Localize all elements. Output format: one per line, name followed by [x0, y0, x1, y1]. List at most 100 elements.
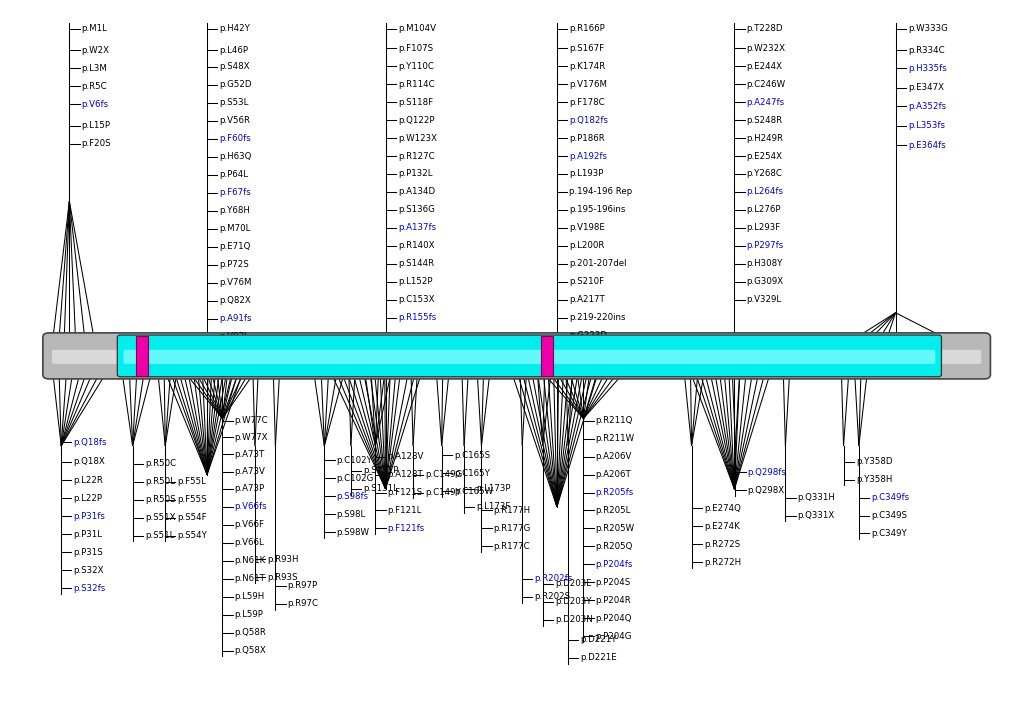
Text: p.L173F: p.L173F	[476, 503, 511, 511]
Text: p.A91fs: p.A91fs	[219, 314, 252, 323]
Text: p.H63Q: p.H63Q	[219, 152, 252, 161]
Text: p.S32X: p.S32X	[73, 566, 104, 574]
Text: p.L173P: p.L173P	[476, 485, 511, 493]
Text: p.Q331X: p.Q331X	[797, 511, 835, 520]
Text: p.V198E: p.V198E	[569, 224, 604, 232]
Text: p.F178C: p.F178C	[569, 98, 604, 106]
Text: p.R177H: p.R177H	[493, 506, 530, 515]
Text: p.R114C: p.R114C	[397, 80, 434, 88]
Text: p.S248R: p.S248R	[746, 116, 782, 124]
Text: p.R93H: p.R93H	[267, 555, 299, 564]
Text: p.R50S: p.R50S	[145, 495, 175, 504]
Text: p.A128V: p.A128V	[387, 452, 424, 461]
Text: p.P132L: p.P132L	[397, 170, 432, 178]
Text: p.K174R: p.K174R	[569, 62, 605, 70]
Text: p.C349S: p.C349S	[870, 511, 906, 520]
Text: p.F20S: p.F20S	[82, 139, 111, 148]
Text: p.L22P: p.L22P	[73, 494, 102, 503]
Text: p.A192fs: p.A192fs	[569, 152, 606, 160]
Text: p.L193P: p.L193P	[569, 170, 603, 178]
Text: p.L293F: p.L293F	[746, 224, 781, 232]
Text: p.Q298fs: p.Q298fs	[747, 468, 786, 477]
Text: p.F67fs: p.F67fs	[219, 188, 251, 197]
Text: p.201-207del: p.201-207del	[569, 260, 626, 268]
Text: p.R272H: p.R272H	[703, 558, 740, 567]
Text: p.M104V: p.M104V	[397, 24, 435, 33]
Text: p.R202S: p.R202S	[534, 592, 570, 601]
Text: p.H335fs: p.H335fs	[907, 64, 946, 73]
Text: p.R127C: p.R127C	[397, 152, 434, 160]
Text: p.L22R: p.L22R	[73, 476, 103, 485]
Text: p.S98L: p.S98L	[336, 510, 366, 518]
Text: p.Y268C: p.Y268C	[746, 170, 782, 178]
Text: p.R140X: p.R140X	[397, 242, 434, 250]
Text: p.P72S: p.P72S	[219, 260, 249, 269]
Text: p.P31L: p.P31L	[73, 530, 102, 539]
Text: p.C165S: p.C165S	[453, 451, 489, 459]
Text: p.219-220ins: p.219-220ins	[569, 313, 625, 322]
Bar	[540, 336, 552, 376]
Text: p.E274K: p.E274K	[703, 522, 739, 531]
Text: p.A247fs: p.A247fs	[746, 98, 784, 106]
Text: p.M70L: p.M70L	[219, 224, 251, 233]
Text: p.R97P: p.R97P	[287, 582, 318, 590]
Text: p.S136G: p.S136G	[397, 206, 434, 214]
Text: p.Q298X: p.Q298X	[747, 486, 784, 495]
Text: p.L353fs: p.L353fs	[907, 122, 944, 130]
Text: p.H308Y: p.H308Y	[746, 260, 783, 268]
Text: p.F60fs: p.F60fs	[219, 134, 251, 143]
Text: p.S51X: p.S51X	[145, 513, 175, 522]
Text: p.S98fs: p.S98fs	[336, 492, 368, 500]
Text: p.A128T: p.A128T	[387, 470, 423, 479]
Text: p.P64L: p.P64L	[219, 170, 248, 179]
Text: p.R155fs: p.R155fs	[397, 313, 436, 322]
Text: p.A134D: p.A134D	[397, 188, 434, 196]
Text: p.C165Y: p.C165Y	[453, 469, 489, 477]
Text: p.Q18fs: p.Q18fs	[73, 438, 107, 446]
Text: p.Q182fs: p.Q182fs	[569, 116, 607, 124]
Text: p.V56R: p.V56R	[219, 116, 250, 125]
Text: p.S131L: p.S131L	[363, 485, 397, 493]
Text: p.N61K: p.N61K	[234, 557, 266, 565]
Text: p.R93S: p.R93S	[267, 573, 298, 582]
Text: p.W123X: p.W123X	[397, 134, 436, 142]
Text: p.R211W: p.R211W	[595, 434, 634, 443]
Text: p.V66L: p.V66L	[234, 539, 264, 547]
Text: p.L152P: p.L152P	[397, 278, 432, 286]
Text: p.G223D: p.G223D	[569, 331, 606, 340]
Text: p.R334C: p.R334C	[907, 46, 944, 55]
Text: p.Y358H: p.Y358H	[855, 475, 892, 484]
Text: p.W333G: p.W333G	[907, 24, 947, 33]
Text: p.R177C: p.R177C	[493, 542, 530, 551]
Text: p.G52D: p.G52D	[219, 81, 252, 89]
Text: p.S210F: p.S210F	[569, 278, 603, 286]
Text: p.Q58X: p.Q58X	[234, 646, 266, 655]
Text: p.Q331H: p.Q331H	[797, 493, 835, 502]
Text: p.H249R: p.H249R	[746, 134, 783, 142]
Text: p.P31fs: p.P31fs	[73, 512, 105, 521]
Text: p.L200R: p.L200R	[569, 242, 604, 250]
Text: p.E364fs: p.E364fs	[907, 141, 945, 150]
Text: p.V92L: p.V92L	[219, 332, 249, 341]
Text: p.F121S: p.F121S	[387, 488, 422, 497]
Text: p.A73T: p.A73T	[234, 450, 265, 459]
Text: p.Y358D: p.Y358D	[855, 457, 892, 466]
Text: p.S54Y: p.S54Y	[177, 531, 207, 540]
Text: p.P31S: p.P31S	[73, 548, 103, 557]
Text: p.A206T: p.A206T	[595, 470, 631, 479]
Text: p.Y68H: p.Y68H	[219, 206, 250, 215]
Text: p.S48X: p.S48X	[219, 63, 250, 71]
Text: p.G309X: p.G309X	[746, 278, 783, 286]
Text: p.R97C: p.R97C	[287, 600, 318, 608]
Text: p.L59P: p.L59P	[234, 610, 263, 619]
Text: p.S98W: p.S98W	[336, 528, 369, 536]
Text: p.R202fs: p.R202fs	[534, 574, 573, 583]
Text: p.Q58R: p.Q58R	[234, 628, 266, 637]
Text: p.Q18X: p.Q18X	[73, 457, 105, 466]
Text: p.C349fs: p.C349fs	[870, 493, 908, 502]
Bar	[136, 336, 148, 376]
Text: p.V329L: p.V329L	[746, 296, 781, 304]
Text: p.C149Y: p.C149Y	[425, 488, 461, 497]
Text: p.P297fs: p.P297fs	[746, 242, 784, 250]
Text: p.V76M: p.V76M	[219, 278, 252, 287]
